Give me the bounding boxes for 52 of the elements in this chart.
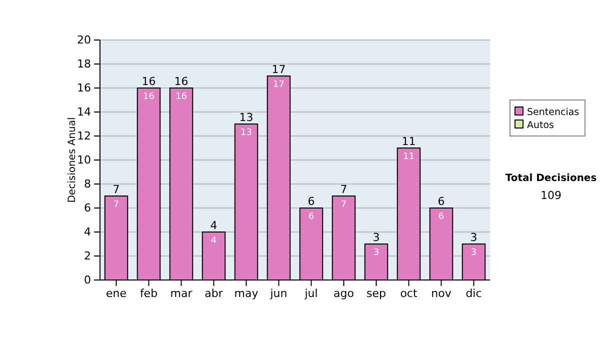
data-label: 11 <box>403 152 414 162</box>
total-label: 16 <box>142 75 156 88</box>
x-tick-label: jun <box>269 286 288 300</box>
x-tick-label: mar <box>170 286 193 300</box>
total-label: 11 <box>402 135 416 148</box>
data-label: 16 <box>176 92 188 102</box>
data-label: 7 <box>340 200 347 210</box>
y-tick-label: 12 <box>77 130 91 143</box>
x-tick-label: abr <box>204 286 224 300</box>
data-label: 3 <box>470 248 477 258</box>
total-label: 7 <box>340 183 348 196</box>
data-label: 3 <box>373 248 380 258</box>
y-tick-label: 14 <box>77 106 91 119</box>
text: Total Decisiones <box>505 173 597 184</box>
y-tick-label: 10 <box>77 154 91 167</box>
data-label: 6 <box>308 212 314 222</box>
data-label: 16 <box>143 92 155 102</box>
data-label: 6 <box>438 212 444 222</box>
x-tick-label: sep <box>366 286 386 300</box>
total-label: 7 <box>112 183 120 196</box>
text: 109 <box>540 189 562 202</box>
x-tick-label: may <box>234 286 259 300</box>
data-label: 7 <box>113 200 120 210</box>
total-label: 3 <box>372 231 380 244</box>
y-tick-label: 6 <box>84 202 91 215</box>
y-tick-label: 18 <box>77 58 91 71</box>
x-tick-label: ago <box>334 286 354 300</box>
data-label: 4 <box>210 236 217 246</box>
x-tick-label: jul <box>304 286 318 300</box>
legend-label: Autos <box>527 120 554 131</box>
y-tick-label: 8 <box>84 178 91 191</box>
total-label: 17 <box>272 63 286 76</box>
total-label: 13 <box>239 111 254 124</box>
total-label: 6 <box>308 195 315 208</box>
y-axis-title: Decisiones Anual <box>67 117 78 203</box>
data-label: 17 <box>273 80 284 90</box>
total-label: 6 <box>438 195 445 208</box>
data-label: 13 <box>240 128 252 138</box>
x-tick-label: ene <box>106 286 127 300</box>
x-tick-label: feb <box>140 286 158 300</box>
x-tick-label: dic <box>466 286 482 300</box>
y-tick-label: 2 <box>84 250 91 263</box>
total-label: 4 <box>210 219 218 232</box>
y-tick-label: 0 <box>84 274 91 287</box>
legend-label: Sentencias <box>527 107 580 118</box>
x-tick-label: nov <box>431 286 452 300</box>
y-tick-label: 16 <box>77 82 91 95</box>
y-tick-label: 4 <box>84 226 91 239</box>
total-label: 16 <box>174 75 188 88</box>
x-tick-label: oct <box>400 286 418 300</box>
y-tick-label: 20 <box>77 34 91 47</box>
total-label: 3 <box>470 231 478 244</box>
